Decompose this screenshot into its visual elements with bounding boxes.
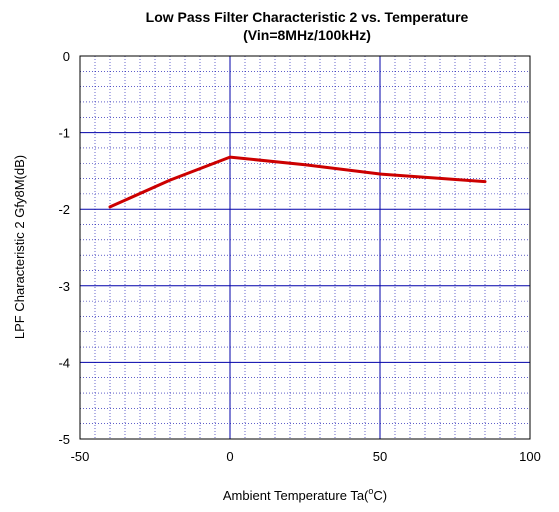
minor-grid	[80, 56, 530, 439]
x-axis-label-degree: o	[368, 486, 373, 496]
x-tick-label: -50	[71, 449, 90, 464]
x-tick-label: 50	[373, 449, 387, 464]
y-axis-label: LPF Characteristic 2 Gfy8M(dB)	[12, 155, 27, 339]
y-tick-label: -5	[58, 432, 70, 447]
y-tick-label: 0	[63, 49, 70, 64]
x-axis-label-unit: C)	[373, 488, 387, 503]
x-tick-label: 100	[519, 449, 541, 464]
tick-labels: -50 0 50 100 0 -1 -2 -3 -4 -5	[58, 49, 540, 464]
x-tick-label: 0	[226, 449, 233, 464]
y-tick-label: -1	[58, 126, 70, 141]
plot-area	[79, 55, 531, 440]
y-tick-label: -4	[58, 355, 70, 370]
x-axis-label-main: Ambient Temperature Ta(	[223, 488, 369, 503]
x-axis-label: Ambient Temperature Ta(oC)	[223, 486, 387, 503]
major-grid	[80, 56, 530, 439]
series-layer	[108, 155, 487, 209]
y-tick-label: -3	[58, 279, 70, 294]
series-line	[108, 155, 487, 209]
y-tick-label: -2	[58, 202, 70, 217]
chart-subtitle: (Vin=8MHz/100kHz)	[243, 27, 371, 43]
chart-title: Low Pass Filter Characteristic 2 vs. Tem…	[146, 9, 469, 25]
